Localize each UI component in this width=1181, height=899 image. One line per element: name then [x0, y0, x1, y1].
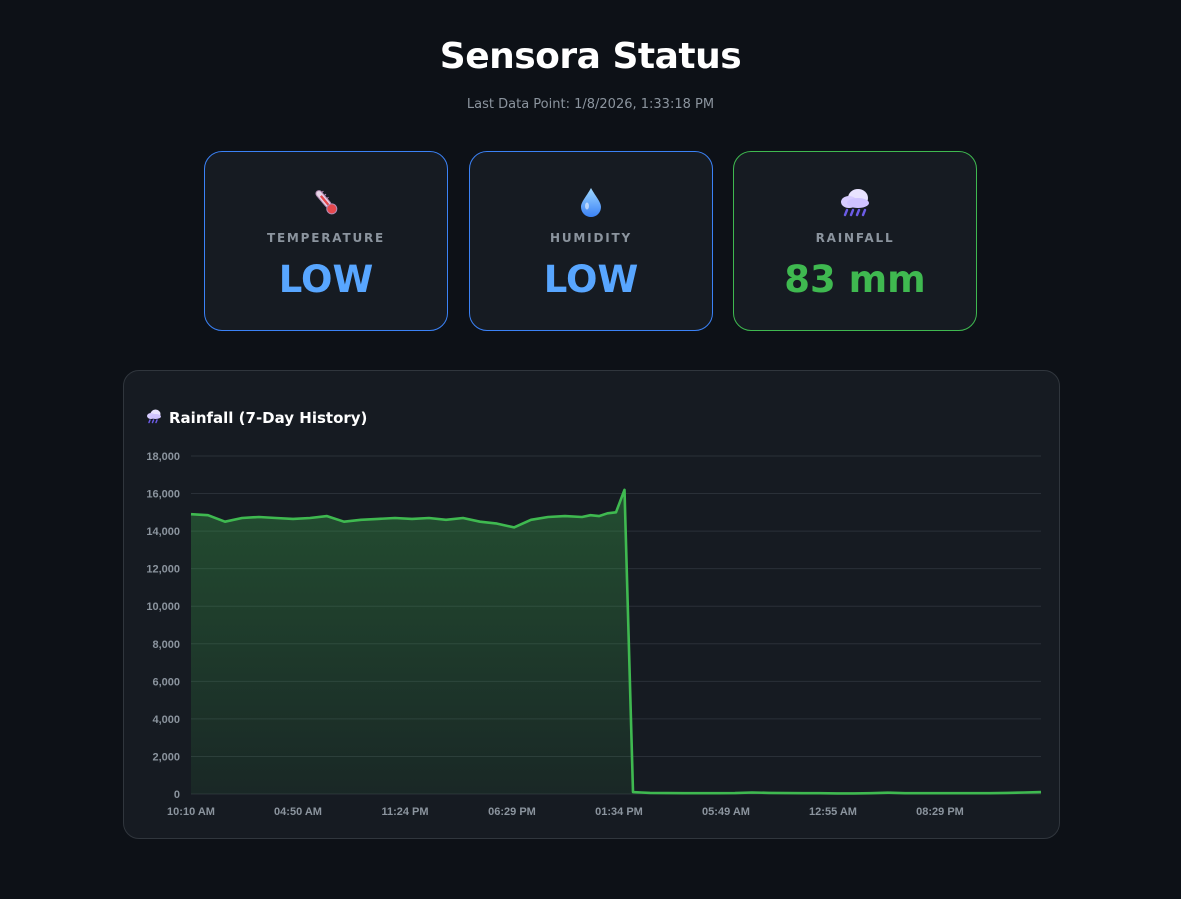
x-tick-label: 05:49 AM: [702, 806, 750, 818]
y-tick-label: 2,000: [152, 751, 180, 763]
rainfall-area: [191, 489, 1041, 794]
rainfall-chart: 0 2,000 4,000 6,000 8,000 10,000 12,000 14,000 1…: [146, 451, 1042, 818]
x-tick-label: 08:29 PM: [916, 806, 964, 818]
rain-cloud-icon: [145, 408, 163, 428]
droplet-icon: [470, 186, 712, 218]
y-tick-label: 14,000: [146, 526, 180, 538]
page-title: Sensora Status: [439, 36, 742, 77]
chart-header: Rainfall (7-Day History): [145, 408, 367, 428]
temperature-label: TEMPERATURE: [266, 231, 386, 245]
y-tick-label: 18,000: [146, 451, 180, 463]
y-tick-label: 6,000: [152, 676, 180, 688]
y-tick-label: 4,000: [152, 714, 180, 726]
chart-title: Rainfall (7-Day History): [169, 409, 368, 427]
temperature-card: TEMPERATURE LOW: [204, 151, 448, 331]
y-tick-label: 8,000: [152, 639, 180, 651]
y-tick-label: 10,000: [146, 601, 180, 613]
rainfall-label: RAINFALL: [815, 231, 895, 245]
humidity-card: HUMIDITY LOW: [469, 151, 713, 331]
x-tick-label: 01:34 PM: [595, 806, 643, 818]
humidity-value: LOW: [543, 258, 639, 301]
last-data-point: Last Data Point: 1/8/2026, 1:33:18 PM: [466, 97, 715, 112]
x-tick-label: 06:29 PM: [488, 806, 536, 818]
rainfall-card: RAINFALL 83 mm: [733, 151, 977, 331]
humidity-label: HUMIDITY: [550, 231, 632, 245]
temperature-value: LOW: [278, 258, 374, 301]
rain-cloud-icon: [734, 186, 976, 218]
y-tick-label: 12,000: [146, 564, 180, 576]
rainfall-chart-panel: Rainfall (7-Day History) 0 2,000 4,000 6,00…: [123, 370, 1060, 839]
rainfall-value: 83 mm: [784, 258, 926, 301]
thermometer-icon: [205, 186, 447, 218]
x-tick-label: 11:24 PM: [381, 806, 428, 818]
y-tick-label: 16,000: [146, 489, 180, 501]
x-tick-label: 10:10 AM: [167, 806, 215, 818]
y-tick-label: 0: [174, 789, 180, 801]
x-tick-label: 12:55 AM: [809, 806, 857, 818]
x-tick-label: 04:50 AM: [274, 806, 322, 818]
